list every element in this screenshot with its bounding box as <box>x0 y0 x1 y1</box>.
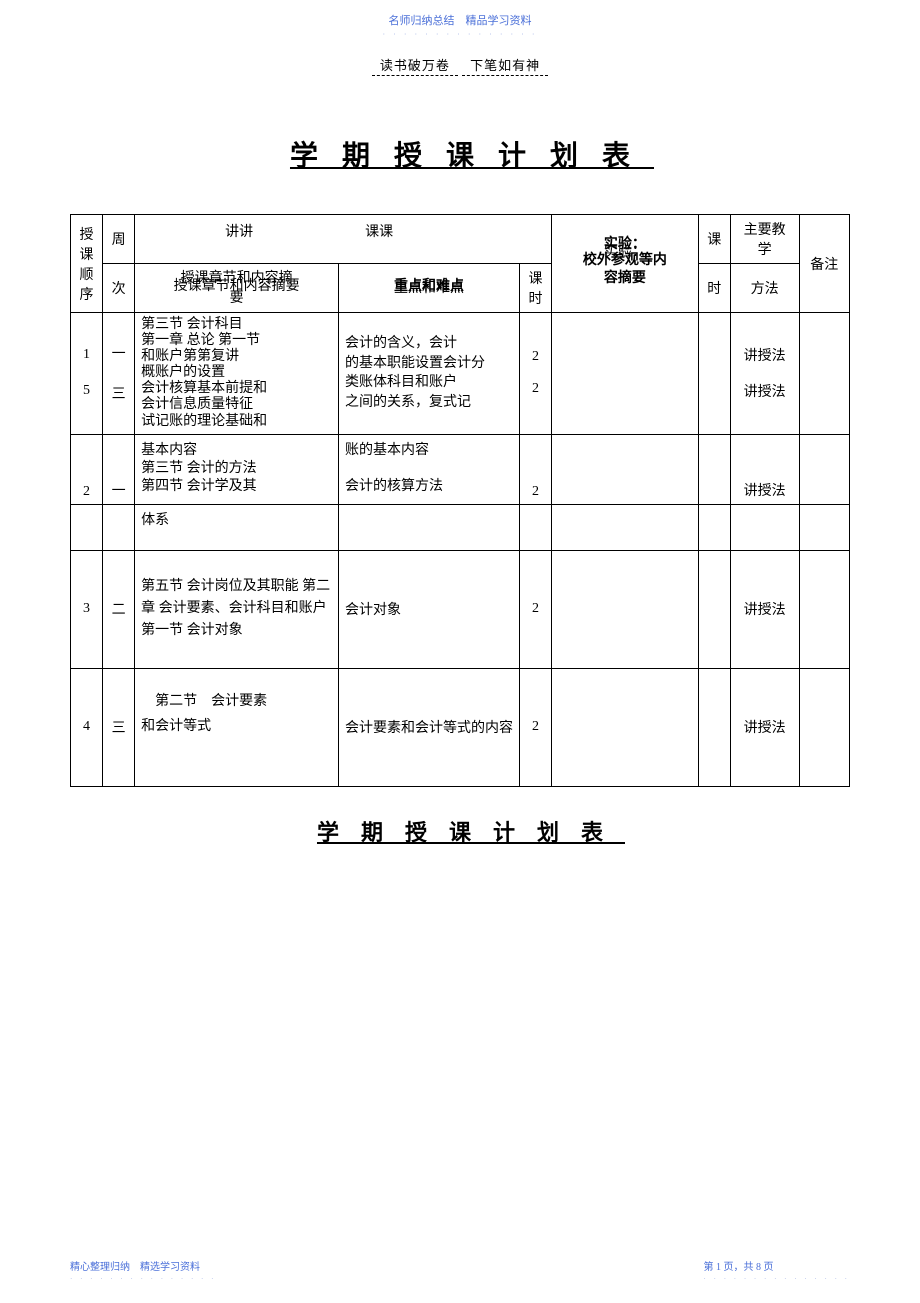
page-title: 学期授课计划表 <box>0 134 920 174</box>
header-note: 名师归纳总结 精品学习资料 <box>0 0 920 28</box>
cell-hour1: 2 <box>520 550 552 668</box>
cell-hour1: 2 2 <box>520 313 552 435</box>
hdr-note: 备注 <box>799 215 850 313</box>
hdr-exp: 实验： 校外参观等内 实验： 容摘要 <box>552 215 699 313</box>
hdr-week-top: 周 <box>103 215 135 264</box>
cell-week: 一 <box>103 434 135 504</box>
table-row: 4 三 第二节 会计要素 和会计等式 会计要素和会计等式的内容 2 讲授法 <box>71 668 850 786</box>
cell-week: 三 <box>103 668 135 786</box>
footer-left: 精心整理归纳 精选学习资料 · · · · · · · · · · · · · … <box>70 1258 216 1283</box>
cell-seq: 2 <box>71 434 103 504</box>
cell-note <box>799 434 850 504</box>
cell-method: 讲授法 讲授法 <box>730 313 799 435</box>
cell-hour1: 2 <box>520 668 552 786</box>
sub-header: 读书破万卷 下笔如有神 <box>0 55 920 74</box>
cell-focus <box>339 504 520 550</box>
cell-seq: 3 <box>71 550 103 668</box>
footer-right: 第 1 页，共 8 页 · · · · · · · · · · · · · · … <box>704 1258 850 1283</box>
cell-week: 一 三 <box>103 313 135 435</box>
cell-chapter: 第二节 会计要素 和会计等式 <box>135 668 339 786</box>
hdr-chapter: 授课章节和内容摘 授课章节和内容摘要 要 <box>135 264 339 313</box>
cell-method <box>730 504 799 550</box>
hdr-method-top: 主要教学 <box>730 215 799 264</box>
hdr-hour2-top: 课 <box>698 215 730 264</box>
cell-note <box>799 668 850 786</box>
cell-focus: 会计对象 <box>339 550 520 668</box>
plan-table: 授课顺序 周 讲讲 课课 实验： 校外参观等内 实验： 容摘要 课 主要教学 备… <box>70 214 850 787</box>
cell-method: 讲授法 <box>730 434 799 504</box>
cell-note <box>799 313 850 435</box>
cell-week <box>103 504 135 550</box>
cell-hour1 <box>520 504 552 550</box>
cell-exp <box>552 504 699 550</box>
hdr-seq: 授课顺序 <box>71 215 103 313</box>
cell-chapter: 基本内容 第三节 会计的方法 第四节 会计学及其 <box>135 434 339 504</box>
cell-focus: 账的基本内容 会计的核算方法 <box>339 434 520 504</box>
cell-week: 二 <box>103 550 135 668</box>
cell-exp <box>552 668 699 786</box>
cell-focus: 会计的含义，会计 的基本职能设置会计分 类账体科目和账户 之间的关系，复式记 <box>339 313 520 435</box>
cell-hour2 <box>698 668 730 786</box>
cell-hour2 <box>698 504 730 550</box>
cell-exp <box>552 313 699 435</box>
cell-chapter: 体系 <box>135 504 339 550</box>
cell-hour2 <box>698 313 730 435</box>
cell-seq: 1 5 <box>71 313 103 435</box>
cell-note <box>799 550 850 668</box>
table-row: 3 二 第五节 会计岗位及其职能 第二章 会计要素、会计科目和账户 第一节 会计… <box>71 550 850 668</box>
cell-hour1: 2 <box>520 434 552 504</box>
cell-note <box>799 504 850 550</box>
sub-left: 读书破万卷 <box>372 58 458 76</box>
cell-chapter: 第三节 会计科目 第一章 总论 第一节 和账户第第复讲 概账户的设置 会计核算基… <box>135 313 339 435</box>
hdr-hour1: 课 时 <box>520 264 552 313</box>
hdr-lecture: 讲讲 课课 <box>135 215 552 264</box>
cell-method: 讲授法 <box>730 668 799 786</box>
cell-hour2 <box>698 434 730 504</box>
table-row: 体系 <box>71 504 850 550</box>
table-row: 2 一 基本内容 第三节 会计的方法 第四节 会计学及其 账的基本内容 会计的核… <box>71 434 850 504</box>
page-title-2: 学期授课计划表 <box>0 815 920 847</box>
cell-chapter: 第五节 会计岗位及其职能 第二章 会计要素、会计科目和账户 第一节 会计对象 <box>135 550 339 668</box>
cell-exp <box>552 434 699 504</box>
sub-right: 下笔如有神 <box>462 58 548 76</box>
cell-hour2 <box>698 550 730 668</box>
cell-seq <box>71 504 103 550</box>
cell-exp <box>552 550 699 668</box>
hdr-week-bot: 次 <box>103 264 135 313</box>
cell-seq: 4 <box>71 668 103 786</box>
cell-focus: 会计要素和会计等式的内容 <box>339 668 520 786</box>
cell-method: 讲授法 <box>730 550 799 668</box>
hdr-hour2-bot: 时 <box>698 264 730 313</box>
table-row: 1 5 一 三 第三节 会计科目 第一章 总论 第一节 和账户第第复讲 概账户的… <box>71 313 850 435</box>
header-dots: · · · · · · · · · · · · · · · <box>0 30 920 39</box>
hdr-method-bot: 方法 <box>730 264 799 313</box>
hdr-focus: 重点和难点 重点和难点 <box>339 264 520 313</box>
